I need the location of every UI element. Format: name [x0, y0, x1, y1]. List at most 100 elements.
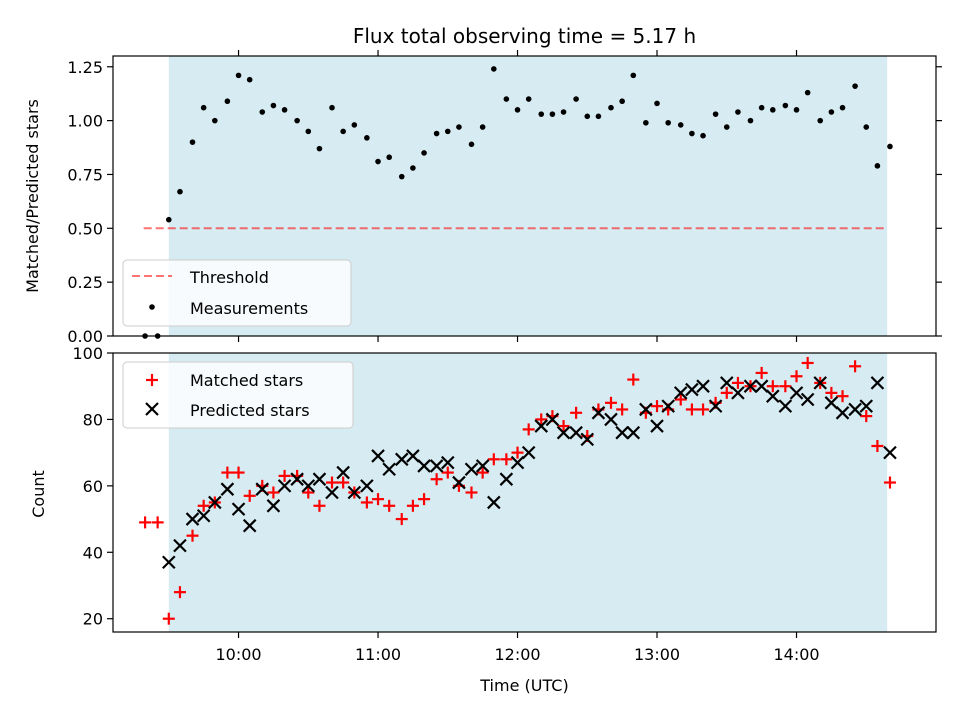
matched-star-point — [651, 400, 664, 413]
bottom-legend: Matched stars Predicted stars — [122, 361, 354, 429]
matched-star-point — [849, 360, 862, 373]
predicted-star-point — [870, 376, 885, 390]
matched-star-point — [221, 466, 234, 479]
measurement-point — [375, 158, 381, 165]
matched-star-point — [326, 476, 339, 489]
matched-star-point — [779, 380, 792, 393]
measurement-point — [863, 124, 870, 130]
predicted-star-point — [325, 485, 339, 500]
matched-star-point — [360, 496, 373, 509]
bottom-legend-box — [122, 361, 354, 429]
predicted-star-point — [813, 376, 827, 390]
matched-star-point — [162, 612, 175, 625]
legend-matched-swatch — [146, 374, 158, 386]
matched-star-point — [685, 403, 698, 416]
measurement-point — [305, 128, 312, 135]
predicted-star-point — [650, 419, 664, 433]
predicted-star-point — [162, 555, 176, 570]
matched-star-point — [197, 499, 210, 512]
top-y-tick-label: 0.50 — [67, 219, 103, 238]
measurement-point — [340, 128, 346, 135]
predicted-star-point — [196, 508, 211, 523]
measurement-point — [212, 117, 218, 124]
measurement-point — [677, 122, 684, 128]
measurement-point — [444, 128, 451, 135]
predicted-star-point — [452, 475, 466, 490]
matched-star-point — [418, 493, 431, 506]
measurement-point — [514, 107, 521, 113]
legend-predicted-label: Predicted stars — [190, 401, 310, 420]
top-axes-frame — [112, 55, 937, 337]
predicted-star-point — [835, 406, 850, 420]
measurement-point — [386, 154, 392, 161]
predicted-star-point — [859, 399, 874, 413]
predicted-star-point — [556, 425, 571, 440]
matched-star-point — [731, 376, 744, 389]
measurement-point — [817, 117, 824, 124]
x-tick-label: 13:00 — [634, 645, 680, 664]
measurement-point — [351, 122, 358, 128]
matched-star-point — [372, 493, 385, 506]
predicted-star-point — [719, 376, 734, 390]
predicted-star-point — [475, 459, 490, 473]
matched-star-point — [836, 390, 849, 403]
measurement-point — [804, 89, 811, 96]
matched-star-point — [430, 473, 443, 486]
measurement-point — [654, 100, 660, 107]
predicted-star-point — [487, 495, 501, 510]
measurement-point — [758, 104, 765, 111]
legend-matched-label: Matched stars — [190, 371, 303, 390]
measurement-point — [491, 66, 497, 72]
matched-star-point — [232, 466, 245, 479]
x-tick-label: 14:00 — [773, 645, 819, 664]
predicted-star-point — [208, 495, 222, 510]
measurement-point — [608, 104, 614, 111]
predicted-star-point — [347, 485, 362, 500]
measurement-point — [793, 107, 800, 113]
bottom-y-tick-label: 40 — [83, 543, 103, 562]
measurement-point — [189, 139, 196, 145]
matched-star-point — [337, 476, 350, 489]
top-legend-box — [122, 259, 352, 327]
matched-star-point — [860, 410, 873, 423]
predicted-star-point — [464, 462, 479, 477]
matched-star-point — [476, 466, 489, 479]
legend-threshold-label: Threshold — [189, 268, 269, 287]
measurement-point — [643, 119, 649, 126]
measurement-point — [573, 96, 579, 102]
matched-star-point — [535, 413, 548, 426]
measurement-point — [874, 163, 881, 169]
measurement-point — [852, 83, 858, 89]
matched-star-point — [616, 403, 629, 416]
predicted-star-point — [754, 379, 769, 393]
matched-star-point — [871, 440, 884, 452]
measurement-point — [246, 76, 253, 83]
matched-star-point — [313, 499, 326, 512]
legend-predicted-swatch — [145, 402, 159, 416]
predicted-star-point — [534, 419, 549, 433]
matched-star-point — [511, 446, 524, 459]
predicted-star-point — [580, 432, 595, 447]
measurement-point — [619, 98, 625, 105]
x-tick-label: 11:00 — [355, 645, 401, 664]
measurement-point — [316, 145, 323, 152]
measurement-point — [398, 173, 405, 180]
predicted-star-point — [604, 412, 618, 427]
predicted-star-point — [382, 462, 396, 477]
matched-star-point — [302, 486, 315, 499]
measurement-point — [549, 111, 556, 117]
measurement-point — [839, 104, 846, 111]
measurement-point — [700, 132, 706, 139]
matched-star-point — [500, 453, 513, 466]
predicted-star-point — [800, 392, 815, 407]
matched-star-point — [267, 486, 280, 499]
x-tick-label: 12:00 — [494, 645, 540, 664]
predicted-star-point — [743, 379, 758, 393]
predicted-star-point — [766, 389, 780, 403]
measurement-point — [270, 102, 277, 109]
x-tick-label: 10:00 — [215, 645, 261, 664]
predicted-star-point — [848, 402, 862, 417]
measurement-point — [735, 109, 741, 115]
matched-star-point — [395, 513, 408, 526]
predicted-star-point — [615, 425, 629, 440]
